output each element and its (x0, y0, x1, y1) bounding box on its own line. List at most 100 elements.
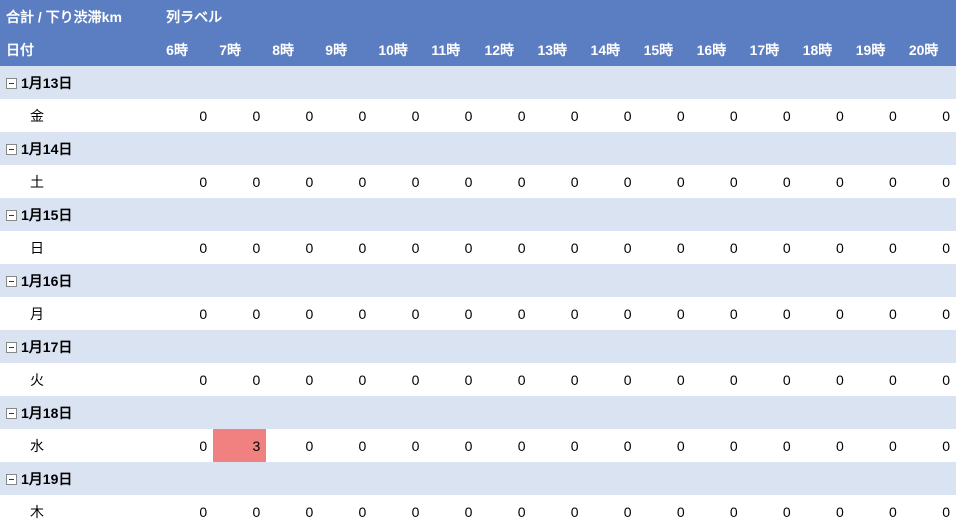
day-label: 金 (0, 99, 160, 132)
table-header: 合計 / 下り渋滞km 列ラベル 日付 6時7時8時9時10時11時12時13時… (0, 0, 956, 66)
value-cell: 0 (266, 297, 319, 330)
collapse-icon[interactable] (6, 408, 17, 419)
hour-header: 20時 (903, 33, 956, 66)
value-cell: 0 (213, 231, 266, 264)
table-row: 火000000000000000 (0, 363, 956, 396)
date-label: 1月17日 (21, 339, 72, 355)
value-cell: 0 (744, 231, 797, 264)
value-cell: 0 (850, 231, 903, 264)
header-column-label: 列ラベル (160, 0, 956, 33)
value-cell: 0 (585, 165, 638, 198)
date-group-row: 1月14日 (0, 132, 956, 165)
value-cell: 0 (478, 363, 531, 396)
value-cell: 0 (319, 165, 372, 198)
table-row: 水030000000000000 (0, 429, 956, 462)
date-group-row: 1月18日 (0, 396, 956, 429)
value-cell: 0 (160, 99, 213, 132)
header-title: 合計 / 下り渋滞km (0, 0, 160, 33)
value-cell: 0 (319, 297, 372, 330)
value-cell: 0 (372, 99, 425, 132)
value-cell: 0 (425, 165, 478, 198)
value-cell: 0 (638, 231, 691, 264)
date-label: 1月18日 (21, 405, 72, 421)
date-cell[interactable]: 1月16日 (0, 264, 956, 297)
date-cell[interactable]: 1月15日 (0, 198, 956, 231)
day-label: 土 (0, 165, 160, 198)
date-cell[interactable]: 1月13日 (0, 66, 956, 99)
table-row: 木000000000000000 (0, 495, 956, 528)
value-cell: 0 (531, 495, 584, 528)
value-cell: 0 (744, 99, 797, 132)
value-cell: 0 (744, 297, 797, 330)
value-cell: 0 (160, 363, 213, 396)
value-cell: 0 (797, 495, 850, 528)
collapse-icon[interactable] (6, 144, 17, 155)
value-cell: 0 (744, 495, 797, 528)
day-label: 木 (0, 495, 160, 528)
value-cell: 0 (531, 363, 584, 396)
value-cell: 0 (638, 165, 691, 198)
value-cell: 0 (213, 165, 266, 198)
value-cell: 0 (372, 495, 425, 528)
value-cell: 0 (266, 495, 319, 528)
day-label: 月 (0, 297, 160, 330)
value-cell: 0 (585, 297, 638, 330)
value-cell: 0 (903, 99, 956, 132)
date-cell[interactable]: 1月17日 (0, 330, 956, 363)
date-label: 1月14日 (21, 141, 72, 157)
value-cell: 0 (478, 231, 531, 264)
value-cell: 0 (903, 165, 956, 198)
value-cell: 0 (478, 99, 531, 132)
value-cell: 0 (744, 165, 797, 198)
hour-header: 6時 (160, 33, 213, 66)
value-cell: 0 (425, 429, 478, 462)
value-cell: 0 (372, 363, 425, 396)
collapse-icon[interactable] (6, 276, 17, 287)
value-cell: 0 (691, 297, 744, 330)
value-cell: 0 (266, 429, 319, 462)
date-group-row: 1月19日 (0, 462, 956, 495)
value-cell: 0 (638, 363, 691, 396)
collapse-icon[interactable] (6, 474, 17, 485)
value-cell: 0 (266, 231, 319, 264)
value-cell: 0 (478, 165, 531, 198)
value-cell: 0 (213, 363, 266, 396)
date-group-row: 1月17日 (0, 330, 956, 363)
value-cell: 0 (903, 429, 956, 462)
value-cell: 0 (160, 165, 213, 198)
date-label: 1月16日 (21, 273, 72, 289)
value-cell: 0 (797, 231, 850, 264)
collapse-icon[interactable] (6, 78, 17, 89)
header-row-label: 日付 (0, 33, 160, 66)
value-cell: 0 (478, 495, 531, 528)
value-cell: 0 (266, 99, 319, 132)
value-cell: 0 (797, 429, 850, 462)
value-cell: 0 (850, 165, 903, 198)
value-cell: 0 (531, 99, 584, 132)
date-group-row: 1月16日 (0, 264, 956, 297)
value-cell: 0 (903, 495, 956, 528)
value-cell: 0 (797, 165, 850, 198)
hour-header: 13時 (531, 33, 584, 66)
value-cell: 0 (691, 429, 744, 462)
collapse-icon[interactable] (6, 210, 17, 221)
date-cell[interactable]: 1月19日 (0, 462, 956, 495)
value-cell: 0 (531, 429, 584, 462)
value-cell: 0 (372, 297, 425, 330)
hour-header: 10時 (372, 33, 425, 66)
value-cell: 0 (903, 363, 956, 396)
value-cell: 0 (691, 495, 744, 528)
value-cell: 0 (531, 297, 584, 330)
date-cell[interactable]: 1月18日 (0, 396, 956, 429)
value-cell: 0 (903, 297, 956, 330)
value-cell: 0 (478, 297, 531, 330)
value-cell: 0 (691, 99, 744, 132)
value-cell: 0 (638, 99, 691, 132)
value-cell: 0 (531, 231, 584, 264)
value-cell: 0 (319, 363, 372, 396)
value-cell: 0 (319, 429, 372, 462)
day-label: 水 (0, 429, 160, 462)
collapse-icon[interactable] (6, 342, 17, 353)
date-cell[interactable]: 1月14日 (0, 132, 956, 165)
value-cell: 0 (638, 429, 691, 462)
